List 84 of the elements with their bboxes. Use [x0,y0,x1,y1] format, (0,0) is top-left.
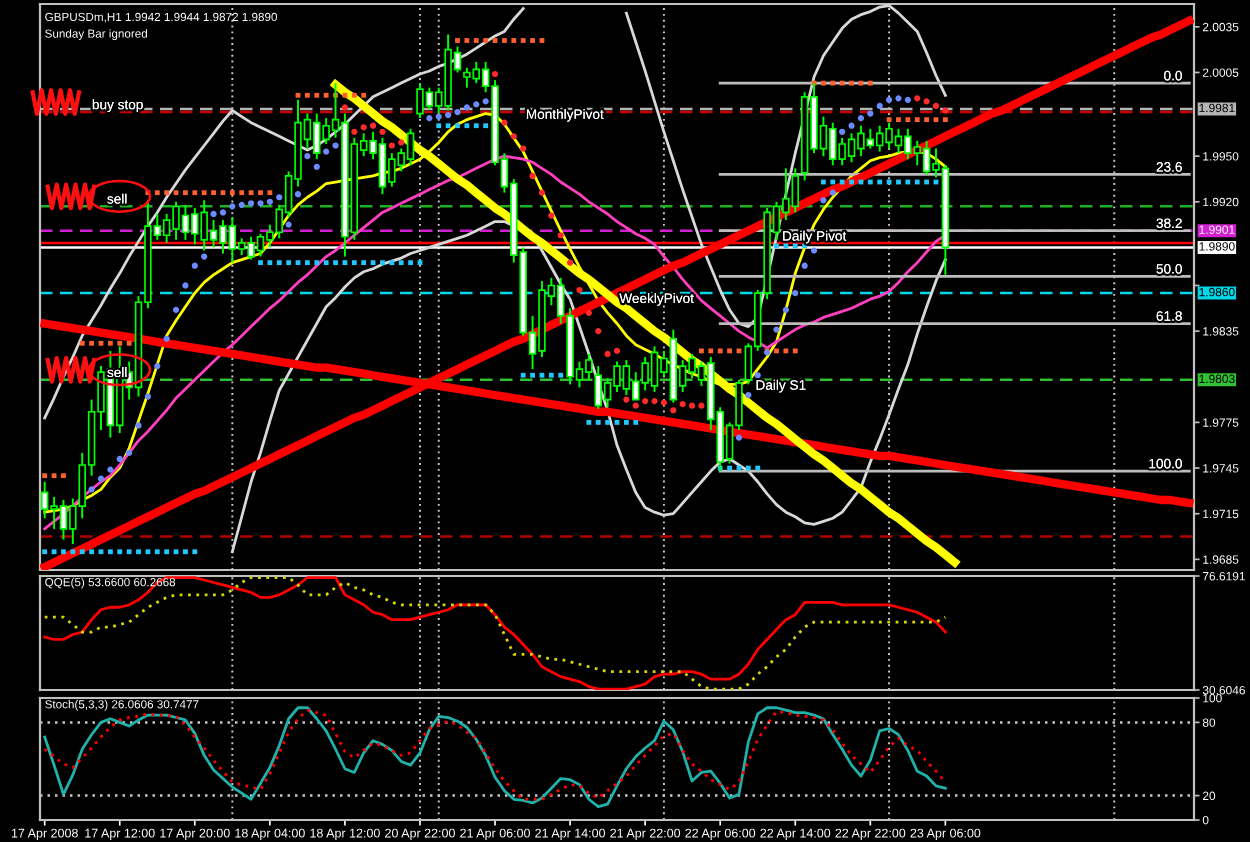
point [351,128,358,135]
point [388,142,395,149]
point [219,209,227,216]
point [247,200,255,207]
point [651,398,658,405]
point [529,172,536,180]
point [97,475,105,482]
point [557,232,564,239]
point [698,402,705,409]
point [585,309,592,316]
point [566,259,574,266]
point [595,328,602,335]
point [88,486,95,493]
point [172,306,180,313]
point [398,139,405,146]
point [867,110,874,117]
point [942,107,949,114]
point [426,115,433,122]
point [895,95,902,102]
point [238,201,245,208]
point [857,115,865,122]
point [932,102,940,110]
line-series [230,220,947,554]
point [820,197,827,204]
point [201,253,208,260]
point [754,372,761,379]
point [135,422,142,429]
point [266,198,273,205]
point [107,466,114,473]
point [735,434,743,441]
point [829,189,836,196]
line-series [43,576,947,690]
point [548,212,555,219]
point [604,350,611,358]
point [304,153,311,160]
point [520,145,527,152]
point [341,104,349,111]
point [463,104,470,111]
point [538,189,546,196]
point [510,133,517,140]
point [839,128,846,135]
point [623,396,630,403]
point [642,398,649,405]
point [276,194,283,201]
point [613,347,621,355]
point [745,391,752,399]
point [332,142,339,149]
point [257,200,264,207]
point [670,407,677,414]
point [285,221,292,228]
point [914,95,921,102]
point [876,102,883,110]
point [360,124,367,131]
point [154,363,161,370]
point [679,401,686,408]
point [801,262,808,269]
point [323,148,330,155]
point [576,286,583,294]
point [379,128,386,135]
point [773,326,780,333]
point [454,108,461,116]
point [482,98,489,105]
point [191,262,198,269]
point [163,335,170,342]
point [473,101,480,108]
point [126,449,133,456]
point [923,98,930,105]
point [904,96,911,103]
point [501,119,508,126]
point [445,111,452,119]
point [688,402,696,409]
point [313,163,320,170]
point [294,191,302,198]
point [792,289,799,297]
point [782,306,789,313]
point [632,402,639,409]
point [848,122,855,129]
point [810,247,818,254]
point [144,393,151,400]
point [369,122,377,129]
point [116,455,123,463]
point [182,282,189,289]
point [210,210,217,218]
point [491,70,499,78]
